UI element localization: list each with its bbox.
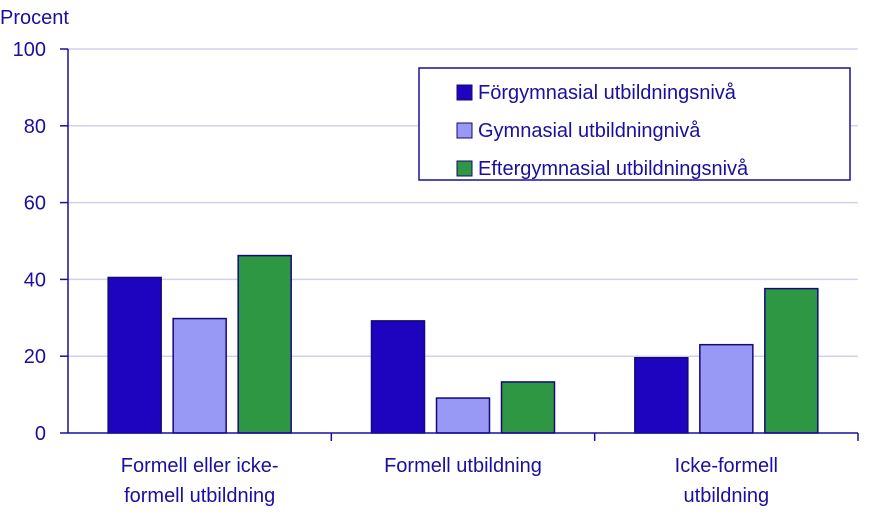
bar <box>764 287 819 434</box>
legend-swatch <box>456 84 473 101</box>
bars <box>107 254 819 434</box>
axes: 0 20 40 60 80 100 Formell eller icke-formell u… <box>13 39 859 507</box>
legend-label: Eftergymnasial utbildningsnivå <box>478 158 749 180</box>
x-category-label: Formell eller icke- <box>121 455 279 477</box>
bar <box>107 276 162 434</box>
y-tick-label: 60 <box>24 193 46 215</box>
y-axis-label: Procent <box>0 7 69 29</box>
legend-label: Gymnasial utbildningnivå <box>478 120 701 142</box>
bar <box>237 254 292 434</box>
y-tick-label: 80 <box>24 116 46 138</box>
x-category-label: Icke-formell <box>675 455 778 477</box>
y-tick-label: 0 <box>35 423 46 445</box>
legend-box <box>418 67 851 181</box>
bar <box>435 397 491 434</box>
y-tick-label: 40 <box>24 269 46 291</box>
legend-label: Förgymnasial utbildningsnivå <box>478 82 737 104</box>
bar <box>370 320 426 434</box>
x-category-label: Formell utbildning <box>384 455 542 477</box>
legend-swatch <box>456 160 473 177</box>
legend: Förgymnasial utbildningsnivå Gymnasial ut… <box>418 67 851 181</box>
legend-swatch <box>456 122 473 139</box>
bar <box>634 356 689 434</box>
bar <box>699 343 754 434</box>
x-category-label: utbildning <box>684 485 770 507</box>
y-tick-label: 20 <box>24 346 46 368</box>
bar <box>500 381 556 434</box>
bar <box>172 317 227 434</box>
y-tick-label: 100 <box>13 39 46 61</box>
x-category-label: formell utbildning <box>124 485 275 507</box>
